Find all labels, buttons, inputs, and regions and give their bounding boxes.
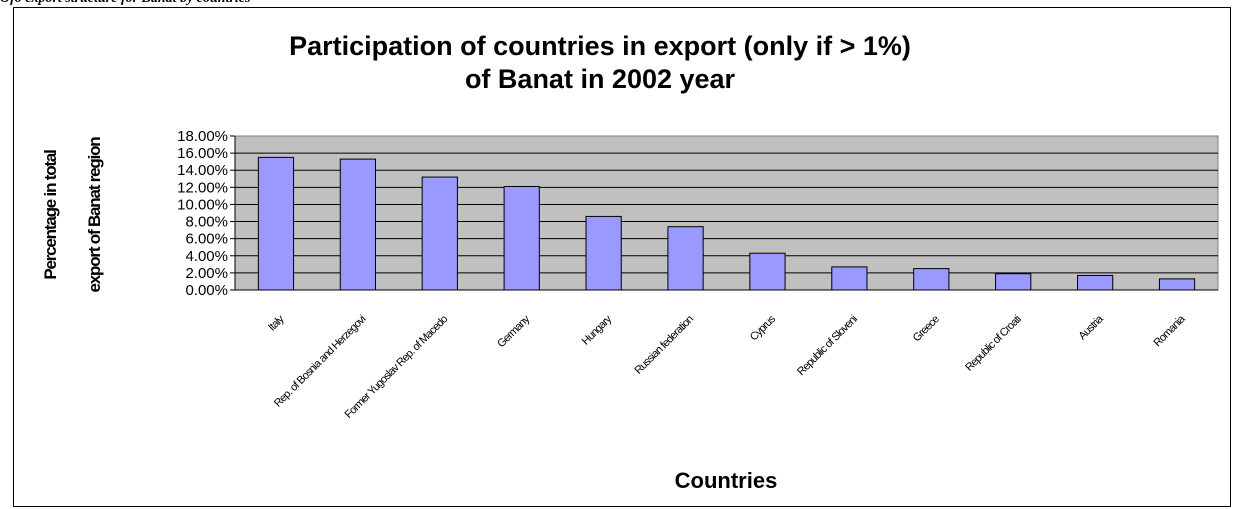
y-tick-label: 18.00% [177,128,228,145]
chart-title-line-1: Participation of countries in export (on… [289,31,911,61]
gridlines [235,152,1218,274]
x-tick-label: Republic of Sloveni [795,313,860,378]
y-axis-label-line-2: export of Banat region [85,137,104,293]
x-tick-label: Russian federation [632,313,696,377]
x-tick-label: Romania [1152,312,1189,349]
bar [913,268,950,291]
bar [749,252,786,291]
x-tick-label: Germany [495,313,532,350]
x-axis-label: Countries [675,468,778,493]
x-tick-label: Republic of Croati [963,313,1023,373]
bar [503,185,540,291]
bar [1158,278,1196,291]
bar [995,273,1032,291]
x-tick-label: Italy [266,313,287,334]
y-tick-label: 14.00% [177,162,228,179]
y-tick-label: 10.00% [177,196,228,213]
bar [1077,274,1114,291]
x-tick-label: Rep. of Bosnia and Herzegovi [272,313,368,409]
x-tick-label: Greece [911,313,942,344]
y-tick-label: 6.00% [185,231,228,248]
bar [831,266,868,291]
y-tick-label: 8.00% [185,214,228,231]
bars [257,156,1196,291]
chart-title-line-2: of Banat in 2002 year [465,64,736,94]
y-tick-label: 4.00% [185,248,228,265]
y-tick-label: 12.00% [177,179,228,196]
bar [667,226,704,291]
x-tick-label: Hungary [580,313,615,348]
bar [339,158,376,291]
y-axis-label-line-1: Percentage in total [41,150,60,280]
figure-caption: Ofo export structure for Banat by countr… [0,0,250,9]
x-tick-label: Austria [1077,312,1107,342]
bar [257,156,295,291]
y-axis-ticks: 0.00%2.00%4.00%6.00%8.00%10.00%12.00%14.… [177,128,1218,299]
bar [585,215,622,291]
x-tick-label: Cyprus [748,313,779,344]
y-tick-label: 0.00% [185,282,228,299]
plot-area [234,135,1219,291]
y-tick-label: 16.00% [177,145,228,162]
y-tick-label: 2.00% [185,265,228,282]
bar [421,176,458,291]
